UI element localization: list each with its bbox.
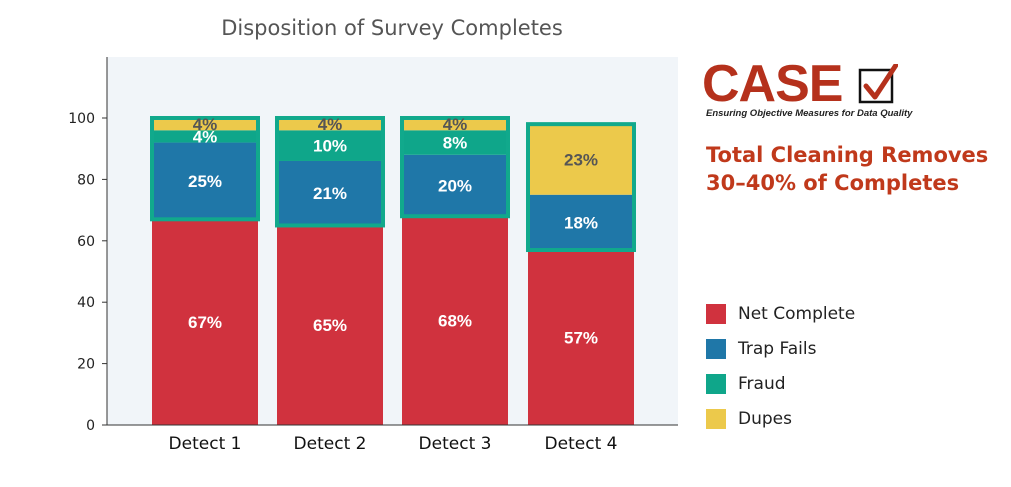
y-tick-label: 60 — [77, 234, 95, 250]
legend-label: Dupes — [738, 408, 792, 429]
legend-swatch — [706, 338, 726, 359]
y-tick-label: 80 — [77, 172, 95, 188]
x-tick-label: Detect 3 — [419, 434, 492, 454]
data-label: 4% — [193, 127, 218, 146]
bar-segment-trap-fails — [402, 154, 508, 217]
bar-segment-dupes — [152, 118, 258, 131]
cleaning-highlight-border — [275, 116, 385, 228]
data-label: 65% — [313, 316, 347, 335]
data-label: 4% — [443, 115, 468, 134]
legend-swatch — [706, 408, 726, 429]
chart-title: Disposition of Survey Completes — [221, 16, 563, 40]
x-axis: Detect 1 Detect 2 Detect 3 Detect 4 — [107, 424, 678, 454]
data-label: 67% — [188, 313, 222, 332]
x-tick-label: Detect 2 — [294, 434, 367, 454]
bar-segment-dupes — [277, 118, 383, 131]
logo-word: CASE — [702, 55, 843, 113]
headline: Total Cleaning Removes 30–40% of Complet… — [706, 143, 989, 195]
legend-item: Net Complete — [706, 296, 855, 331]
y-axis: 0 20 40 60 80 100 — [68, 57, 108, 434]
data-label: 68% — [438, 312, 472, 331]
data-label: 18% — [564, 213, 598, 232]
legend-item: Fraud — [706, 366, 855, 401]
checkbox-check-icon — [858, 64, 898, 104]
cleaning-highlight-border — [400, 116, 510, 219]
data-label: 4% — [193, 115, 218, 134]
legend-label: Trap Fails — [738, 338, 817, 359]
data-label: 25% — [188, 172, 222, 191]
bars — [152, 118, 634, 425]
bar-segment-trap-fails — [277, 160, 383, 226]
data-label: 20% — [438, 177, 472, 196]
bar-segment-fraud — [277, 130, 383, 161]
bar-segment-net-complete — [277, 225, 383, 425]
bar-segment-net-complete — [152, 219, 258, 425]
data-label: 21% — [313, 184, 347, 203]
cleaning-highlight-border — [526, 122, 636, 253]
data-labels: 67%25%4%4%65%21%10%4%68%20%8%4%57%18%23% — [188, 115, 598, 347]
cleaning-highlight-border — [150, 116, 260, 222]
data-label: 10% — [313, 137, 347, 156]
y-tick-label: 20 — [77, 357, 95, 373]
legend-label: Net Complete — [738, 303, 856, 324]
bar-segment-fraud — [152, 130, 258, 143]
bar-segment-trap-fails — [528, 194, 634, 251]
bar-segment-dupes — [528, 124, 634, 195]
legend-label: Fraud — [738, 373, 786, 394]
data-label: 4% — [318, 115, 343, 134]
legend-item: Dupes — [706, 401, 855, 436]
data-label: 57% — [564, 329, 598, 348]
bar-segment-net-complete — [528, 250, 634, 425]
highlight-borders — [150, 116, 636, 253]
x-tick-label: Detect 1 — [169, 434, 242, 454]
y-tick-label: 40 — [77, 295, 95, 311]
case-logo: CASE Ensuring Objective Measures for Dat… — [702, 55, 912, 124]
bar-segment-net-complete — [402, 216, 508, 425]
legend-swatch — [706, 303, 726, 324]
legend-item: Trap Fails — [706, 331, 855, 366]
bar-segment-trap-fails — [152, 142, 258, 220]
data-label: 23% — [564, 150, 598, 169]
legend: Net Complete Trap Fails Fraud Dupes — [706, 296, 855, 436]
legend-swatch — [706, 373, 726, 394]
y-tick-label: 0 — [86, 418, 95, 434]
data-label: 8% — [443, 134, 468, 153]
bar-segment-dupes — [402, 118, 508, 131]
x-tick-label: Detect 4 — [545, 434, 618, 454]
logo-tagline: Ensuring Objective Measures for Data Qua… — [706, 108, 913, 119]
bar-segment-fraud — [402, 130, 508, 155]
y-tick-label: 100 — [68, 111, 95, 127]
